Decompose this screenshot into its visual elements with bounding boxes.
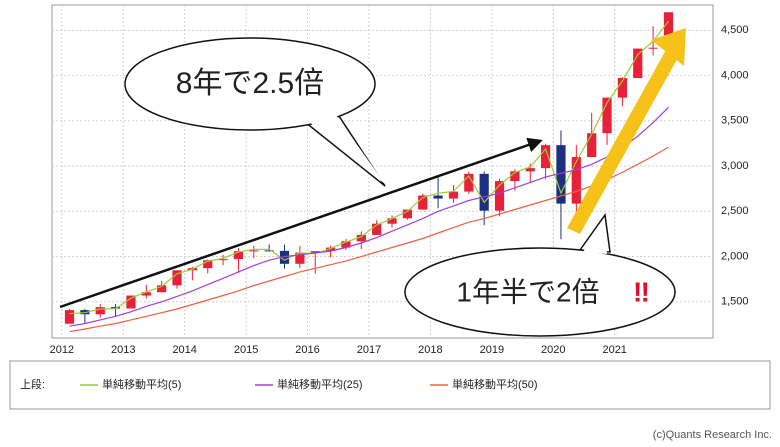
bubble <box>404 247 676 337</box>
candle-body <box>587 133 597 158</box>
candle-body <box>433 195 443 199</box>
annotation: 8年で2.5倍 <box>176 67 324 100</box>
candle-body <box>157 285 167 293</box>
x-tick-label: 2012 <box>50 344 74 356</box>
candle-body <box>172 270 182 286</box>
candle-body <box>126 295 136 309</box>
candle-body <box>464 173 474 192</box>
yellow-arrow-head <box>651 28 686 66</box>
y-tick-label: 3,000 <box>721 160 749 172</box>
candle-body <box>494 181 505 211</box>
yellow-arrow-shaft <box>567 48 680 234</box>
candle-body <box>95 307 105 315</box>
annotations: 8年で2.5倍 1年半で2倍 ‼ <box>59 28 686 337</box>
credit: (c)Quants Research Inc. <box>653 429 772 441</box>
x-tick-label: 2020 <box>541 344 565 356</box>
candle-body <box>448 191 459 199</box>
bubble-joint <box>302 111 385 184</box>
y-tick-label: 4,500 <box>721 24 749 36</box>
bubble <box>124 37 376 131</box>
candle-body <box>249 250 259 252</box>
x-tick-label: 2013 <box>111 344 135 356</box>
legend-label: 単純移動平均(50) <box>452 377 538 391</box>
candle-body <box>310 251 320 253</box>
moving-average-line <box>69 106 669 327</box>
trend-arrow <box>59 137 543 309</box>
candle-body <box>341 241 351 248</box>
candle-body <box>602 97 612 134</box>
candle-body <box>110 307 121 309</box>
legend-label: 単純移動平均(5) <box>102 377 181 391</box>
candle-body <box>141 292 151 296</box>
x-tick-label: 2018 <box>418 344 442 356</box>
candle-body <box>663 12 674 48</box>
annotation: 1年半で2倍 <box>456 276 599 307</box>
candle-body <box>571 157 581 204</box>
moving-average-line <box>69 146 669 333</box>
candle-body <box>372 223 382 235</box>
candle-body <box>279 250 290 264</box>
x-tick-label: 2017 <box>357 344 381 356</box>
y-tick-label: 2,000 <box>721 250 749 262</box>
candle-body <box>540 145 551 169</box>
legend-box <box>9 360 771 410</box>
moving-average-line <box>69 20 669 315</box>
y-tick-label: 1,500 <box>721 296 749 308</box>
y-tick-label: 2,500 <box>721 205 749 217</box>
candle-body <box>325 247 336 252</box>
candle-body <box>556 145 566 204</box>
candle-body <box>64 310 75 324</box>
x-tick-label: 2019 <box>480 344 504 356</box>
legend-title: 上段: <box>20 377 45 391</box>
candle-body <box>295 252 305 264</box>
candle-body <box>510 171 520 182</box>
bubble-joint <box>583 219 607 254</box>
x-tick-label: 2014 <box>172 344 196 356</box>
candle-body <box>479 173 489 211</box>
candle-body <box>356 234 366 242</box>
x-tick-label: 2016 <box>295 344 319 356</box>
candle-body <box>264 250 274 252</box>
y-tick-label: 3,500 <box>721 115 749 127</box>
candle-body <box>617 78 627 98</box>
y-tick-label: 4,000 <box>721 69 749 81</box>
legend-label: 単純移動平均(25) <box>277 377 363 391</box>
candle-body <box>203 260 213 269</box>
x-tick-label: 2021 <box>602 344 626 356</box>
candle-body <box>387 218 397 224</box>
candle-body <box>218 259 228 261</box>
candle-body <box>648 47 658 49</box>
candle-body <box>233 251 244 260</box>
candle-body <box>525 168 535 172</box>
candle-body <box>418 195 428 210</box>
emphasis: ‼ <box>633 276 650 307</box>
x-tick-label: 2015 <box>234 344 258 356</box>
candle-body <box>633 48 643 79</box>
candle-body <box>402 209 412 219</box>
